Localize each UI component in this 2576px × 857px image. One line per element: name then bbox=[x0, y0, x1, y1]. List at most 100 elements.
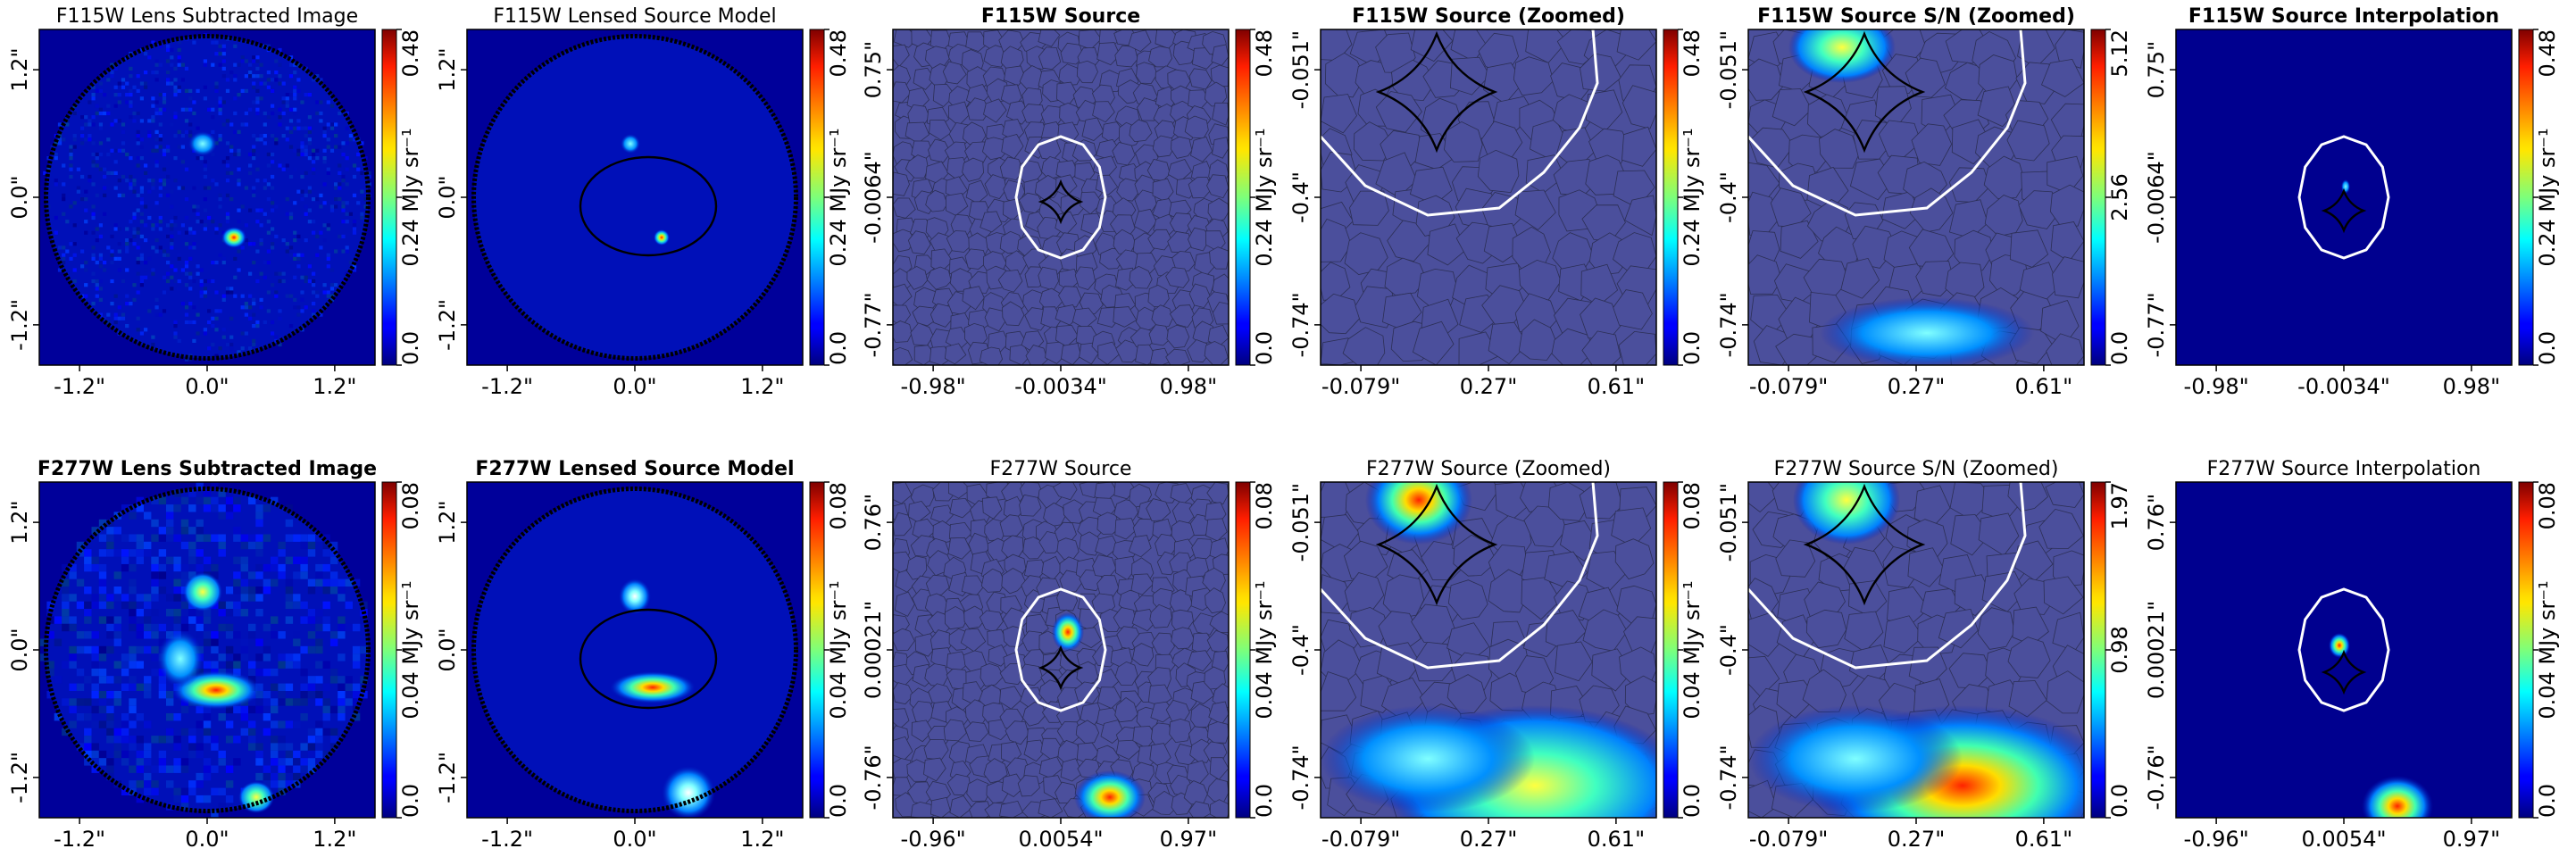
source-emission bbox=[1793, 482, 1900, 545]
y-tick-label: -0.74" bbox=[1288, 745, 1313, 810]
noise-pixel bbox=[271, 772, 279, 781]
source-pixel bbox=[1076, 661, 1099, 686]
noise-pixel bbox=[95, 156, 99, 161]
noise-pixel bbox=[136, 609, 144, 617]
noise-pixel bbox=[106, 676, 114, 684]
source-pixel bbox=[2046, 333, 2084, 365]
panel-image bbox=[1748, 482, 2084, 818]
source-pixel bbox=[943, 719, 967, 742]
noise-pixel bbox=[129, 676, 137, 684]
noise-pixel bbox=[322, 290, 327, 295]
noise-pixel bbox=[300, 309, 304, 313]
noise-pixel bbox=[46, 661, 54, 669]
noise-pixel bbox=[180, 186, 185, 190]
noise-pixel bbox=[166, 512, 174, 520]
noise-pixel bbox=[136, 129, 140, 134]
noise-pixel bbox=[91, 230, 96, 235]
noise-pixel bbox=[293, 126, 297, 130]
x-tick-label: 0.61" bbox=[1588, 374, 1645, 399]
noise-pixel bbox=[196, 534, 204, 542]
noise-pixel bbox=[352, 220, 357, 224]
y-tick-label: -0.77" bbox=[2144, 292, 2169, 357]
noise-pixel bbox=[91, 668, 99, 677]
source-pixel bbox=[946, 773, 971, 796]
noise-pixel bbox=[203, 638, 212, 646]
noise-pixel bbox=[225, 342, 230, 347]
noise-pixel bbox=[192, 338, 196, 343]
noise-pixel bbox=[121, 312, 126, 317]
noise-pixel bbox=[72, 268, 77, 272]
source-pixel bbox=[2055, 29, 2084, 69]
noise-pixel bbox=[237, 268, 241, 272]
noise-pixel bbox=[151, 534, 159, 542]
noise-pixel bbox=[177, 338, 181, 343]
noise-pixel bbox=[147, 55, 152, 60]
noise-pixel bbox=[233, 62, 238, 67]
noise-pixel bbox=[322, 160, 327, 164]
noise-pixel bbox=[312, 152, 316, 157]
noise-pixel bbox=[214, 261, 219, 265]
noise-pixel bbox=[139, 256, 144, 261]
noise-pixel bbox=[158, 683, 167, 691]
noise-pixel bbox=[252, 148, 256, 153]
noise-pixel bbox=[252, 342, 256, 347]
noise-pixel bbox=[263, 134, 267, 138]
noise-pixel bbox=[315, 638, 323, 646]
noise-pixel bbox=[132, 111, 137, 116]
noise-pixel bbox=[136, 750, 144, 759]
source-pixel bbox=[1017, 775, 1040, 797]
noise-pixel bbox=[62, 256, 66, 261]
noise-pixel bbox=[341, 208, 346, 212]
noise-pixel bbox=[110, 279, 114, 284]
noise-pixel bbox=[274, 271, 279, 276]
source-pixel bbox=[1056, 720, 1083, 743]
noise-pixel bbox=[139, 96, 144, 101]
noise-pixel bbox=[98, 527, 107, 535]
noise-pixel bbox=[345, 249, 349, 254]
noise-pixel bbox=[237, 179, 241, 183]
source-pixel bbox=[913, 67, 936, 90]
noise-pixel bbox=[319, 78, 323, 82]
noise-pixel bbox=[184, 197, 189, 202]
noise-pixel bbox=[255, 167, 260, 171]
source-pixel bbox=[1805, 609, 1847, 649]
source-pixel bbox=[2007, 482, 2048, 512]
noise-pixel bbox=[248, 594, 256, 602]
noise-pixel bbox=[72, 242, 77, 246]
noise-pixel bbox=[352, 223, 357, 228]
noise-pixel bbox=[266, 197, 271, 202]
noise-pixel bbox=[98, 691, 107, 699]
noise-pixel bbox=[271, 683, 279, 691]
noise-pixel bbox=[271, 496, 279, 505]
noise-pixel bbox=[252, 186, 256, 190]
panel-image bbox=[2176, 29, 2512, 365]
source-pixel bbox=[1114, 661, 1138, 686]
noise-pixel bbox=[225, 171, 230, 175]
noise-pixel bbox=[117, 227, 121, 231]
noise-pixel bbox=[113, 698, 121, 706]
noise-pixel bbox=[221, 297, 226, 302]
noise-pixel bbox=[240, 713, 248, 721]
panel-title: F115W Source bbox=[981, 5, 1140, 28]
noise-pixel bbox=[95, 88, 99, 93]
noise-pixel bbox=[352, 230, 357, 235]
y-tick-label: -0.74" bbox=[1288, 292, 1313, 357]
noise-pixel bbox=[129, 653, 137, 661]
noise-pixel bbox=[233, 571, 241, 579]
noise-pixel bbox=[278, 81, 282, 86]
noise-pixel bbox=[177, 40, 181, 45]
y-tick-label: -0.051" bbox=[1288, 483, 1313, 562]
colorbar-tick-label: 0.0 bbox=[2535, 784, 2560, 818]
noise-pixel bbox=[84, 283, 88, 287]
noise-pixel bbox=[184, 119, 189, 123]
noise-pixel bbox=[151, 40, 155, 45]
noise-pixel bbox=[98, 264, 103, 269]
noise-pixel bbox=[84, 268, 88, 272]
noise-pixel bbox=[69, 594, 77, 602]
noise-pixel bbox=[158, 549, 167, 557]
colorbar bbox=[2090, 481, 2106, 819]
noise-pixel bbox=[91, 765, 99, 773]
noise-pixel bbox=[218, 750, 226, 759]
panel-background bbox=[2176, 29, 2512, 365]
noise-pixel bbox=[188, 134, 193, 138]
